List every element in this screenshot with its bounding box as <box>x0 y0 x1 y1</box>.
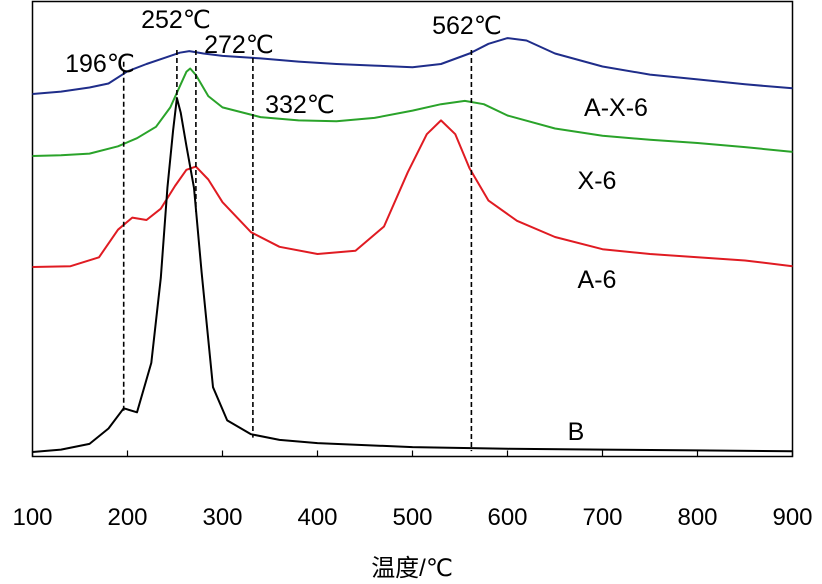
series-label-x-6: X-6 <box>578 167 617 195</box>
marker-label-252: 252℃ <box>141 6 211 34</box>
series-line-a-x-6 <box>32 37 793 95</box>
x-tick-label-700: 700 <box>582 504 622 531</box>
marker-label-272: 272℃ <box>204 31 274 59</box>
series-line-b <box>32 97 793 453</box>
x-axis-title: 温度/℃ <box>371 555 453 582</box>
marker-label-332: 332℃ <box>265 91 335 119</box>
x-tick-label-900: 900 <box>772 504 812 531</box>
x-tick-label-300: 300 <box>202 504 242 531</box>
series-line-a-6 <box>32 119 793 268</box>
series-labels: A-X-6 X-6 A-6 B <box>568 94 648 446</box>
x-axis-ticks: 100 200 300 400 500 600 700 800 900 <box>12 450 813 531</box>
x-tick-label-200: 200 <box>107 504 147 531</box>
vertical-markers <box>122 50 473 452</box>
series-label-a-x-6: A-X-6 <box>584 94 648 122</box>
x-tick-label-100: 100 <box>12 504 52 531</box>
x-tick-label-500: 500 <box>392 504 432 531</box>
plot-frame <box>31 0 794 458</box>
series-line-x-6 <box>32 67 793 157</box>
series-label-b: B <box>568 418 585 446</box>
series-label-a-6: A-6 <box>578 266 617 294</box>
series-layer <box>32 37 793 453</box>
marker-label-196: 196℃ <box>65 50 135 78</box>
marker-label-562: 562℃ <box>432 12 502 40</box>
x-tick-label-600: 600 <box>487 504 527 531</box>
x-tick-label-400: 400 <box>297 504 337 531</box>
x-tick-label-800: 800 <box>677 504 717 531</box>
